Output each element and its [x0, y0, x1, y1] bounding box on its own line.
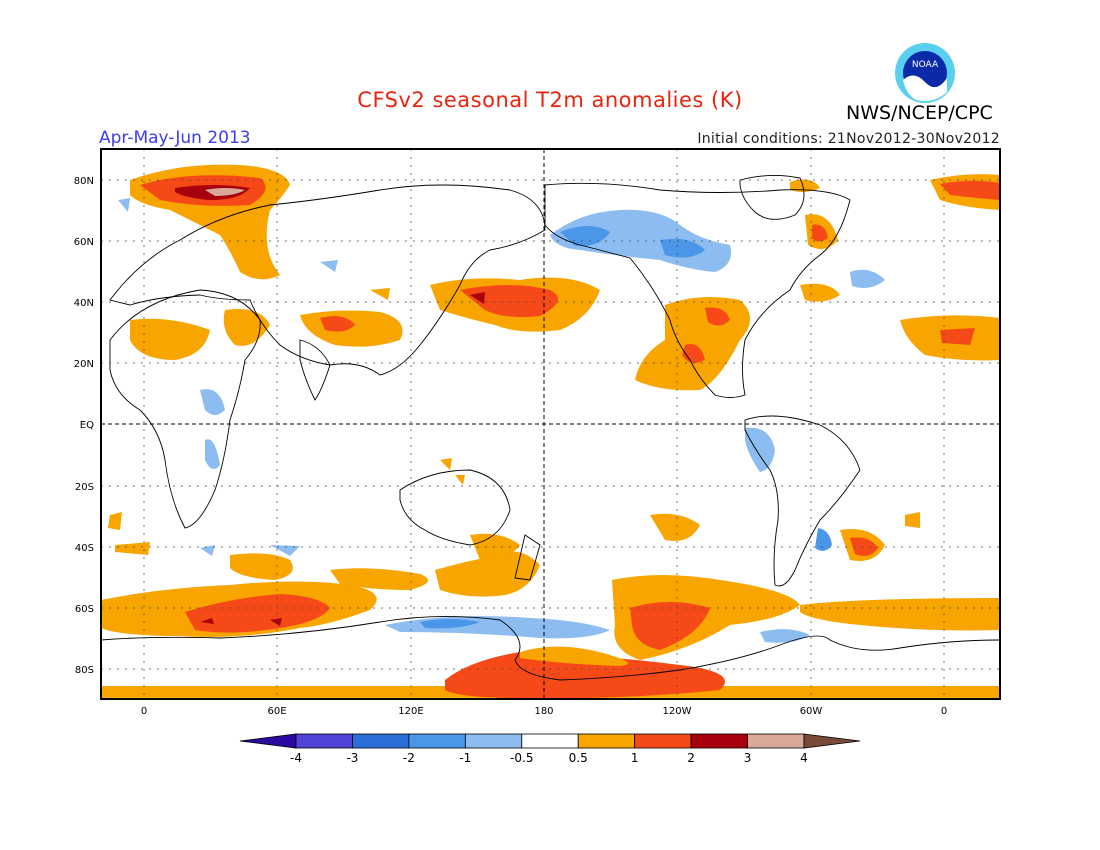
legend-swatch	[464, 733, 523, 749]
coast-australia	[399, 469, 511, 546]
legend-label: -4	[290, 751, 302, 765]
initial-conditions-label: Initial conditions: 21Nov2012-30Nov2012	[697, 131, 1000, 147]
legend-label: 2	[687, 751, 695, 765]
legend-label: -0.5	[510, 751, 534, 765]
legend-swatch	[747, 733, 805, 749]
agency-label: NWS/NCEP/CPC	[846, 102, 993, 124]
lat-label: 40N	[74, 298, 94, 309]
legend-swatch	[521, 733, 579, 749]
lon-label: 0	[941, 706, 947, 717]
legend-label: -3	[346, 751, 359, 765]
anomaly-andes-blue	[745, 427, 775, 472]
legend-label: -2	[402, 751, 415, 765]
noaa-logo: NOAA	[895, 43, 955, 103]
anomaly-arctic-pinkish	[205, 188, 245, 196]
legend-label: 4	[800, 751, 808, 765]
graticule	[101, 149, 1000, 699]
anomaly-middle-east	[223, 309, 270, 346]
lon-label: 120E	[398, 706, 423, 717]
coast-north-america	[544, 182, 851, 398]
coast-antarctica	[101, 615, 1000, 681]
lon-labels: 0 60E 120E 180 120W 60W 0	[141, 706, 947, 717]
color-legend	[239, 733, 861, 749]
legend-swatch	[408, 733, 466, 749]
season-label: Apr-May-Jun 2013	[99, 128, 251, 148]
legend-swatch	[352, 733, 410, 749]
chart-title: CFSv2 seasonal T2m anomalies (K)	[357, 88, 743, 112]
coast-africa	[109, 289, 261, 529]
anomaly-south-indian-red	[185, 594, 330, 633]
lon-label: 60E	[267, 706, 286, 717]
lon-label: 180	[534, 706, 553, 717]
legend-swatch	[634, 733, 692, 749]
legend-swatch	[295, 733, 353, 749]
lat-label: 60N	[74, 237, 94, 248]
coastlines	[101, 175, 1000, 681]
legend-label: 0.5	[568, 751, 588, 765]
legend-label: 1	[630, 751, 639, 765]
anomaly-fields	[101, 164, 1000, 699]
lon-label: 60W	[800, 706, 823, 717]
equator-dateline	[101, 149, 1000, 699]
lat-label: EQ	[80, 420, 94, 431]
lat-label: 40S	[75, 543, 94, 554]
lat-label: 60S	[75, 604, 94, 615]
lon-label: 0	[141, 706, 147, 717]
anomaly-east-pacific	[635, 296, 750, 391]
coast-new-zealand	[514, 534, 541, 581]
legend-label: -1	[459, 751, 472, 765]
legend-label: 3	[743, 751, 752, 765]
coast-south-america	[744, 415, 861, 587]
coast-india	[299, 339, 331, 401]
noaa-logo-text: NOAA	[912, 60, 939, 70]
anomaly-south-australia	[435, 551, 540, 597]
lon-label: 120W	[663, 706, 692, 717]
map-frame	[100, 148, 1001, 700]
anomaly-south-indian-orange-2	[230, 553, 293, 580]
coast-greenland	[739, 175, 805, 220]
coast-eurasia	[109, 184, 546, 376]
lat-labels: 80N 60N 40N 20N EQ 20S 40S 60S 80S	[74, 176, 94, 676]
legend-swatch	[803, 733, 861, 749]
lat-label: 20S	[75, 482, 94, 493]
lat-label: 80S	[75, 665, 94, 676]
lat-label: 20N	[74, 359, 94, 370]
legend-swatch	[577, 733, 636, 749]
legend-swatch	[690, 733, 748, 749]
lat-label: 80N	[74, 176, 94, 187]
anomaly-ross-sea	[445, 652, 725, 699]
legend-swatch	[239, 733, 297, 749]
